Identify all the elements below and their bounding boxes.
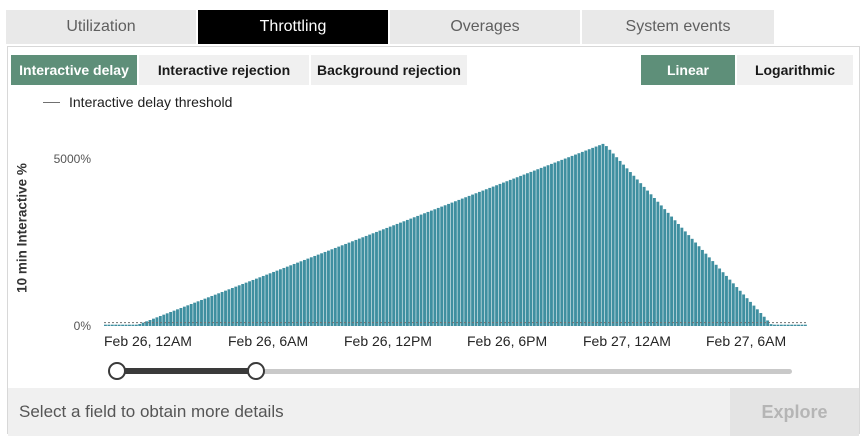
range-slider-selection[interactable] — [117, 368, 256, 374]
metric-tab-interactive-delay[interactable]: Interactive delay — [11, 55, 137, 85]
metric-tab-interactive-rejection[interactable]: Interactive rejection — [139, 55, 309, 85]
explore-button[interactable]: Explore — [730, 388, 859, 436]
x-tick-label: Feb 27, 6AM — [706, 333, 787, 349]
range-slider-track[interactable] — [256, 369, 792, 374]
chart-legend[interactable]: Interactive delay threshold — [43, 93, 232, 111]
top-tab-bar: Utilization Throttling Overages System e… — [6, 10, 776, 44]
range-slider-start-handle[interactable] — [108, 362, 126, 380]
scale-tab-logarithmic[interactable]: Logarithmic — [737, 55, 853, 85]
tab-system-events[interactable]: System events — [582, 10, 774, 44]
tab-overages[interactable]: Overages — [390, 10, 580, 44]
tab-throttling[interactable]: Throttling — [198, 10, 388, 44]
details-bar: Select a field to obtain more details — [8, 388, 730, 436]
x-tick-label: Feb 27, 12AM — [583, 333, 671, 349]
x-tick-label: Feb 26, 12AM — [104, 333, 192, 349]
x-tick-label: Feb 26, 6PM — [467, 333, 548, 349]
x-tick-label: Feb 26, 6AM — [228, 333, 309, 349]
x-tick-label: Feb 26, 12PM — [344, 333, 432, 349]
tab-utilization[interactable]: Utilization — [6, 10, 196, 44]
y-tick-zero: 0% — [73, 319, 91, 333]
metric-tab-background-rejection[interactable]: Background rejection — [311, 55, 467, 85]
details-message: Select a field to obtain more details — [19, 402, 284, 421]
legend-line-swatch — [43, 101, 60, 103]
legend-label: Interactive delay threshold — [69, 94, 233, 110]
y-tick-max: 5000% — [53, 152, 91, 166]
range-slider-end-handle[interactable] — [247, 362, 265, 380]
y-axis-title-text: 10 min Interactive % — [14, 163, 30, 293]
scale-tab-linear[interactable]: Linear — [641, 55, 735, 85]
